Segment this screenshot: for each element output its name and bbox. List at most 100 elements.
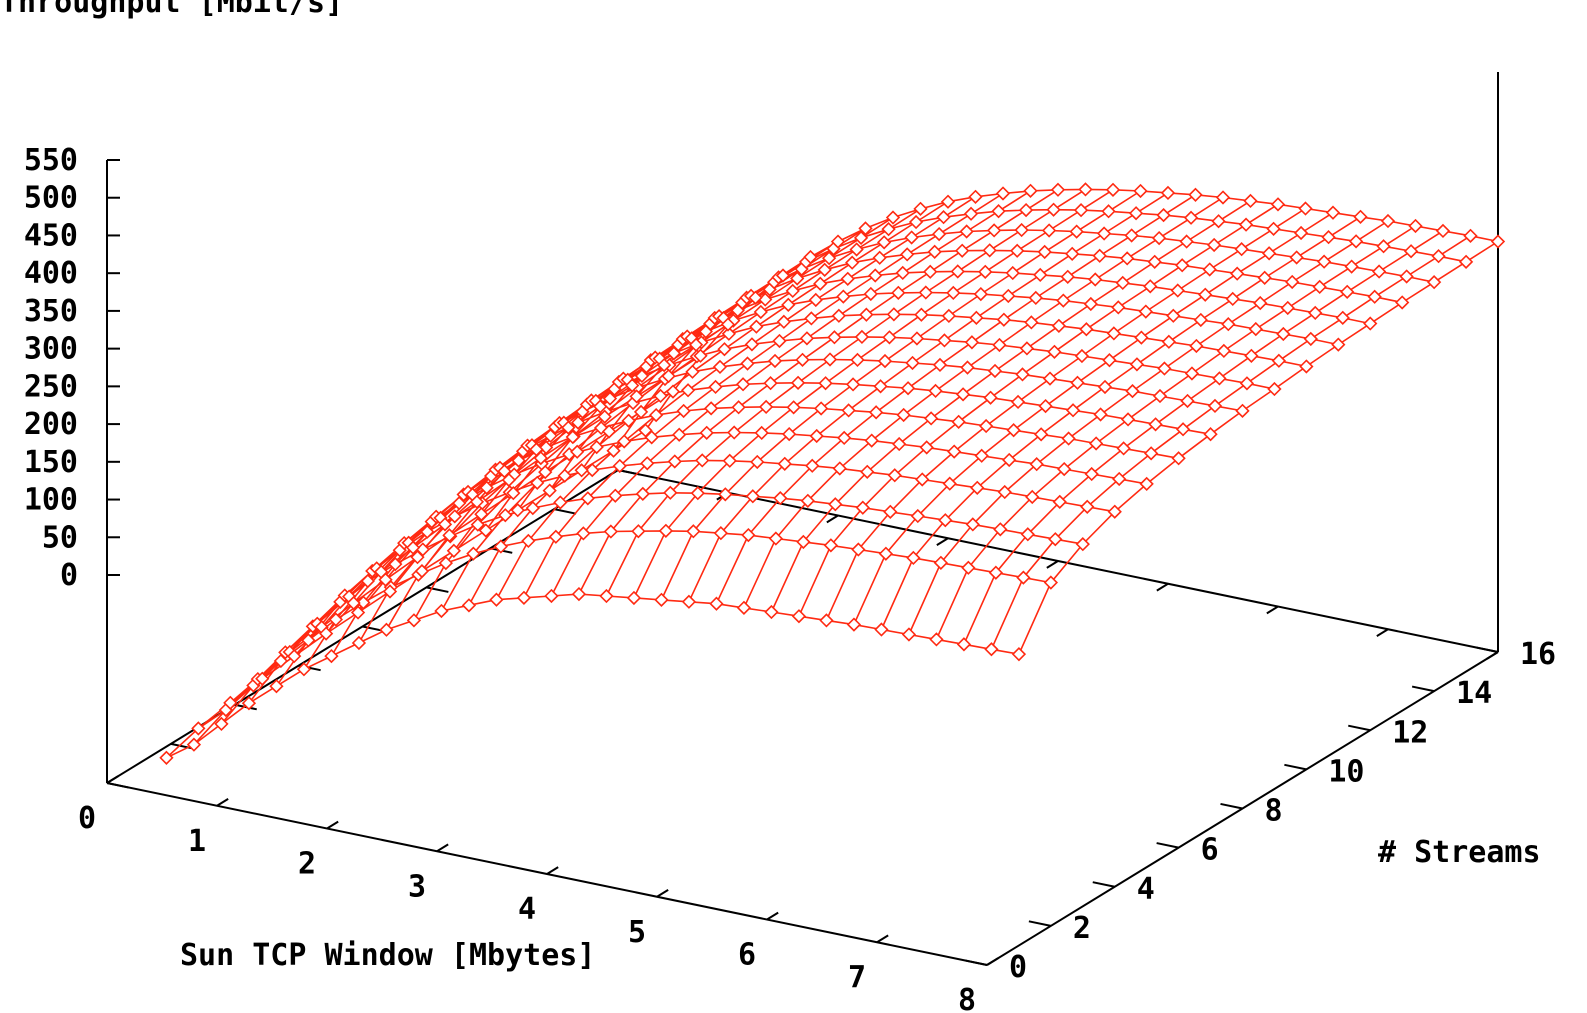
data-point-marker xyxy=(887,468,902,483)
data-point-marker xyxy=(1463,228,1478,243)
x-tick-label: 1 xyxy=(188,824,206,859)
data-point-marker xyxy=(287,649,302,664)
data-point-marker xyxy=(1029,457,1044,472)
data-point-marker xyxy=(461,598,477,613)
data-point-marker xyxy=(1107,504,1122,519)
data-point-marker xyxy=(1157,361,1172,376)
surface-gridline-window xyxy=(908,220,1389,635)
data-point-marker xyxy=(712,359,728,375)
data-point-marker xyxy=(973,286,988,302)
data-point-marker xyxy=(923,411,939,426)
data-point-marker xyxy=(493,539,509,554)
data-point-marker xyxy=(840,271,855,287)
data-point-marker xyxy=(634,368,650,384)
y-tick-label: 2 xyxy=(1073,911,1091,946)
data-point-marker xyxy=(498,508,513,523)
y-tick-mark xyxy=(1411,685,1435,693)
z-axis-label: Throughput [Mbit/s] xyxy=(0,0,343,20)
data-point-marker xyxy=(991,204,1006,219)
data-point-marker xyxy=(721,326,737,341)
data-point-marker xyxy=(1160,185,1176,201)
data-point-marker xyxy=(753,304,768,320)
data-point-marker xyxy=(525,500,540,516)
data-point-marker xyxy=(900,381,916,396)
data-point-marker xyxy=(983,390,998,405)
data-point-marker xyxy=(574,463,589,478)
data-point-marker xyxy=(191,721,206,736)
data-point-marker xyxy=(1148,417,1163,432)
data-point-marker xyxy=(1151,230,1167,246)
data-point-marker xyxy=(799,331,815,346)
data-point-marker xyxy=(782,426,797,442)
data-point-marker xyxy=(874,622,889,637)
data-point-marker xyxy=(1016,570,1031,585)
data-point-marker xyxy=(1363,316,1378,331)
data-point-marker xyxy=(904,230,919,245)
x-tick-mark xyxy=(766,911,779,921)
data-point-marker xyxy=(883,504,898,519)
data-point-marker xyxy=(718,487,733,502)
surface-gridline-window xyxy=(825,207,1306,621)
data-point-marker xyxy=(1188,187,1203,202)
data-point-marker xyxy=(686,524,701,539)
data-point-marker xyxy=(963,206,979,221)
data-point-marker xyxy=(831,308,847,323)
data-point-marker xyxy=(1225,291,1240,307)
data-point-marker xyxy=(965,517,980,532)
data-point-marker xyxy=(521,533,536,549)
data-point-marker xyxy=(853,230,869,245)
data-point-marker xyxy=(1303,331,1318,347)
data-point-marker xyxy=(749,319,764,334)
surface-gridline-window xyxy=(963,230,1444,645)
data-point-marker xyxy=(1221,317,1236,332)
data-point-marker xyxy=(1353,209,1368,224)
data-point-marker xyxy=(571,586,587,602)
data-point-marker xyxy=(909,331,925,346)
data-point-marker xyxy=(960,360,975,375)
x-tick-mark-back xyxy=(1266,605,1279,615)
z-tick-label: 150 xyxy=(24,445,78,480)
data-point-marker xyxy=(1235,403,1250,418)
data-point-marker xyxy=(836,289,851,304)
data-point-marker xyxy=(1084,466,1099,482)
data-point-marker xyxy=(621,413,636,428)
data-point-marker xyxy=(648,407,664,423)
z-tick-label: 450 xyxy=(24,218,78,253)
data-point-marker xyxy=(859,307,874,322)
data-point-marker xyxy=(713,526,729,541)
data-point-marker xyxy=(828,497,843,512)
data-point-marker xyxy=(777,456,792,471)
data-point-marker xyxy=(1125,383,1140,399)
data-point-marker xyxy=(356,595,371,610)
x-tick-mark xyxy=(876,934,889,944)
data-point-marker xyxy=(982,243,997,258)
data-point-marker xyxy=(351,635,367,651)
data-point-marker xyxy=(1134,330,1149,345)
data-point-marker xyxy=(772,333,787,349)
data-point-marker xyxy=(1171,451,1186,466)
y-tick-mark xyxy=(1475,646,1499,653)
data-point-marker xyxy=(1111,300,1126,315)
data-point-marker xyxy=(929,632,944,647)
data-point-marker xyxy=(901,627,917,642)
data-point-marker xyxy=(1088,436,1104,451)
data-point-marker xyxy=(1175,258,1190,273)
data-point-marker xyxy=(378,572,393,587)
data-point-marker xyxy=(791,609,807,624)
data-point-marker xyxy=(850,352,865,368)
data-point-marker xyxy=(680,383,696,398)
data-point-marker xyxy=(255,671,270,686)
data-point-marker xyxy=(950,264,965,279)
data-point-marker xyxy=(790,375,806,390)
surface-gridline-window xyxy=(468,201,949,606)
data-point-marker xyxy=(1105,182,1121,197)
data-point-marker xyxy=(813,276,828,291)
z-tick-label: 100 xyxy=(24,483,78,518)
data-point-marker xyxy=(1014,222,1029,238)
data-point-marker xyxy=(722,453,737,468)
y-tick-label: 8 xyxy=(1265,794,1283,829)
data-point-marker xyxy=(474,507,489,522)
data-point-marker xyxy=(1183,210,1199,225)
surface-gridline-window xyxy=(1018,240,1499,655)
data-point-marker xyxy=(978,264,993,279)
